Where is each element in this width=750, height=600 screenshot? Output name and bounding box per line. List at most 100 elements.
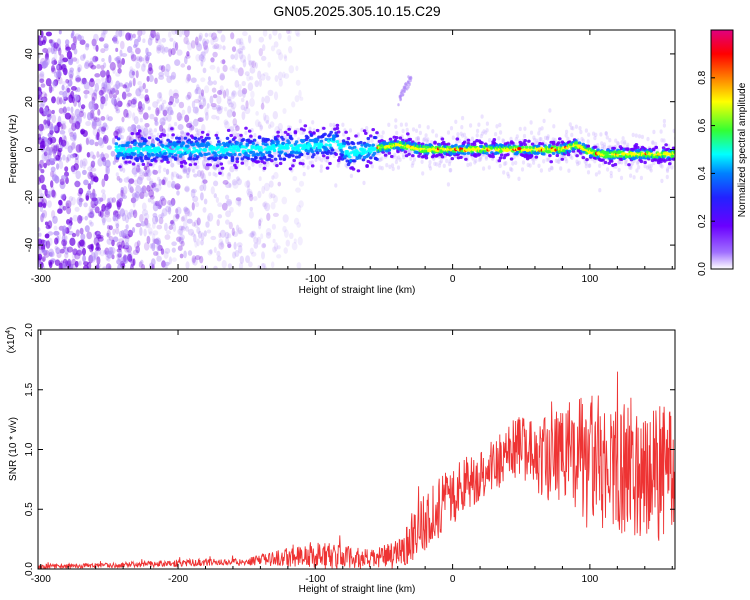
ridge-dot (187, 149, 191, 153)
noise-speckle (143, 165, 148, 171)
ridge-halo-dot (537, 163, 541, 168)
noise-speckle (223, 119, 229, 126)
noise-speckle (155, 107, 160, 116)
noise-speckle (284, 229, 289, 238)
noise-speckle (170, 71, 177, 80)
noise-speckle (169, 37, 174, 42)
noise-speckle (107, 89, 112, 95)
ridge-halo-dot (495, 124, 499, 129)
noise-speckle (265, 161, 270, 168)
noise-speckle (166, 104, 172, 112)
noise-speckle (94, 83, 100, 92)
noise-speckle (211, 32, 217, 40)
ridge-dot (196, 155, 200, 159)
noise-speckle (116, 193, 122, 201)
ridge-halo-dot (557, 159, 561, 164)
ridge-dot (462, 140, 467, 144)
ridge-dot (491, 155, 495, 159)
noise-speckle (38, 188, 43, 195)
noise-speckle (186, 122, 193, 128)
noise-speckle (203, 40, 208, 50)
noise-speckle (181, 30, 186, 36)
noise-speckle (149, 180, 154, 186)
ridge-halo-dot (523, 126, 527, 131)
noise-speckle (120, 189, 124, 197)
noise-speckle (73, 94, 80, 102)
noise-speckle (216, 255, 222, 262)
noise-speckle (258, 219, 262, 227)
noise-speckle (132, 199, 136, 208)
noise-speckle (106, 232, 110, 237)
ridge-halo-dot (306, 165, 310, 170)
noise-speckle (65, 46, 72, 51)
noise-speckle (71, 258, 77, 266)
noise-speckle (59, 248, 65, 254)
noise-speckle (191, 188, 197, 194)
ridge-halo-dot (471, 156, 475, 161)
ridge-dot (328, 161, 332, 166)
noise-speckle (114, 104, 121, 111)
noise-speckle (111, 137, 116, 145)
noise-speckle (131, 192, 138, 198)
noise-speckle (136, 56, 141, 62)
noise-speckle (91, 99, 95, 104)
noise-speckle (229, 206, 234, 213)
ridge-dot (197, 137, 201, 141)
noise-speckle (62, 134, 67, 141)
noise-speckle (267, 89, 274, 97)
noise-speckle (139, 191, 145, 200)
ridge-dot (156, 138, 161, 142)
noise-speckle (148, 231, 153, 236)
noise-speckle (160, 212, 165, 219)
noise-speckle (234, 67, 239, 73)
ridge-dot (450, 157, 455, 161)
ridge-dot (308, 138, 313, 143)
ridge-halo-dot (479, 157, 483, 162)
noise-speckle (200, 56, 206, 63)
noise-speckle (130, 197, 137, 204)
noise-speckle (103, 153, 110, 159)
noise-speckle (194, 88, 199, 95)
noise-speckle (210, 57, 215, 63)
ridge-dot (635, 145, 640, 150)
y-tick-label: 0 (24, 146, 35, 152)
noise-speckle (167, 200, 172, 206)
ridge-dot (230, 158, 235, 163)
ridge-halo-dot (308, 160, 312, 165)
noise-speckle (63, 135, 67, 144)
ridge-halo-dot (575, 159, 579, 164)
noise-speckle (38, 163, 42, 171)
noise-speckle (156, 99, 160, 104)
noise-speckle (82, 130, 88, 137)
noise-speckle (268, 192, 273, 200)
noise-speckle (141, 209, 149, 217)
noise-speckle (225, 219, 230, 225)
noise-speckle (60, 193, 66, 200)
noise-speckle (66, 246, 74, 253)
ridge-dot (357, 156, 362, 160)
ridge-dot (375, 131, 379, 135)
noise-speckle (42, 35, 47, 44)
noise-speckle (127, 212, 132, 220)
noise-speckle (151, 233, 156, 241)
ridge-dot (278, 157, 283, 161)
ridge-halo-dot (577, 160, 581, 165)
noise-speckle (186, 51, 190, 57)
noise-speckle (157, 47, 161, 52)
x-tick-label: -200 (168, 574, 188, 585)
noise-speckle (191, 163, 195, 173)
ridge-dot (663, 154, 667, 158)
noise-speckle (267, 61, 272, 68)
noise-speckle (39, 159, 45, 169)
streak-dot (400, 89, 403, 93)
ridge-dot (146, 156, 151, 161)
noise-speckle (50, 180, 54, 188)
noise-speckle (218, 242, 225, 250)
noise-speckle (229, 66, 235, 72)
ridge-dot (254, 155, 258, 159)
noise-speckle (232, 111, 236, 118)
ridge-halo-dot (298, 119, 302, 124)
noise-speckle (193, 173, 198, 178)
noise-speckle (258, 223, 262, 230)
ridge-halo-dot (620, 140, 624, 145)
